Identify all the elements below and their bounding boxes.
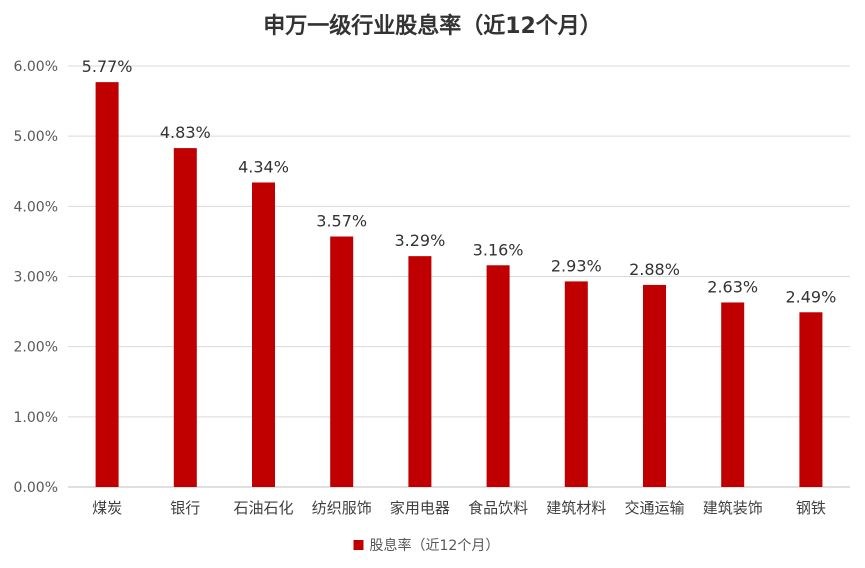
x-axis-ticks: 煤炭 银行 石油石化 纺织服饰 家用电器 食品饮料 建筑材料 交通运输 建筑装饰 钢铁 xyxy=(92,499,826,517)
data-labels: 5.77% 4.83% 4.34% 3.57% 3.29% 3.16% 2.93% 2.88%… xyxy=(82,57,837,306)
y-tick-label: 4.00% xyxy=(14,199,58,215)
data-label: 3.57% xyxy=(316,212,367,231)
y-tick-label: 3.00% xyxy=(14,270,58,286)
bar xyxy=(330,236,354,487)
bar xyxy=(721,302,745,487)
bar xyxy=(643,284,666,487)
legend: 股息率（近12个月） xyxy=(353,537,500,554)
x-tick-label: 家用电器 xyxy=(390,499,450,517)
data-label: 4.83% xyxy=(160,123,211,142)
data-label: 3.29% xyxy=(394,231,445,250)
x-tick-label: 交通运输 xyxy=(624,499,684,517)
bar xyxy=(252,182,275,487)
data-label: 2.63% xyxy=(707,277,758,296)
bar xyxy=(486,265,510,487)
x-tick-label: 银行 xyxy=(170,499,200,517)
bar xyxy=(799,312,823,487)
x-tick-label: 石油石化 xyxy=(233,499,293,517)
x-tick-label: 建筑装饰 xyxy=(703,499,763,517)
y-tick-label: 6.00% xyxy=(14,59,58,75)
y-tick-label: 1.00% xyxy=(14,410,58,426)
y-tick-label: 0.00% xyxy=(14,480,58,496)
y-tick-label: 2.00% xyxy=(14,340,58,356)
x-tick-label: 纺织服饰 xyxy=(312,499,372,517)
data-label: 4.34% xyxy=(238,157,289,176)
chart-title: 申万一级行业股息率（近12个月） xyxy=(263,14,602,39)
bar xyxy=(408,256,432,487)
x-tick-label: 钢铁 xyxy=(796,499,826,517)
x-tick-label: 煤炭 xyxy=(92,499,122,517)
y-tick-label: 5.00% xyxy=(14,129,58,145)
data-label: 2.93% xyxy=(551,256,602,275)
bars xyxy=(95,82,823,487)
data-label: 5.77% xyxy=(82,57,133,76)
gridlines xyxy=(68,65,850,488)
data-label: 2.49% xyxy=(785,287,836,306)
bar xyxy=(95,82,119,487)
bar xyxy=(173,148,197,487)
data-label: 2.88% xyxy=(629,260,680,279)
x-tick-label: 食品饮料 xyxy=(468,499,528,517)
data-label: 3.16% xyxy=(473,240,524,259)
x-tick-label: 建筑材料 xyxy=(546,499,606,517)
legend-swatch xyxy=(353,540,364,550)
legend-label: 股息率（近12个月） xyxy=(370,537,500,554)
bar xyxy=(564,281,588,487)
y-axis-ticks: 0.00% 1.00% 2.00% 3.00% 4.00% 5.00% 6.00% xyxy=(14,59,58,496)
